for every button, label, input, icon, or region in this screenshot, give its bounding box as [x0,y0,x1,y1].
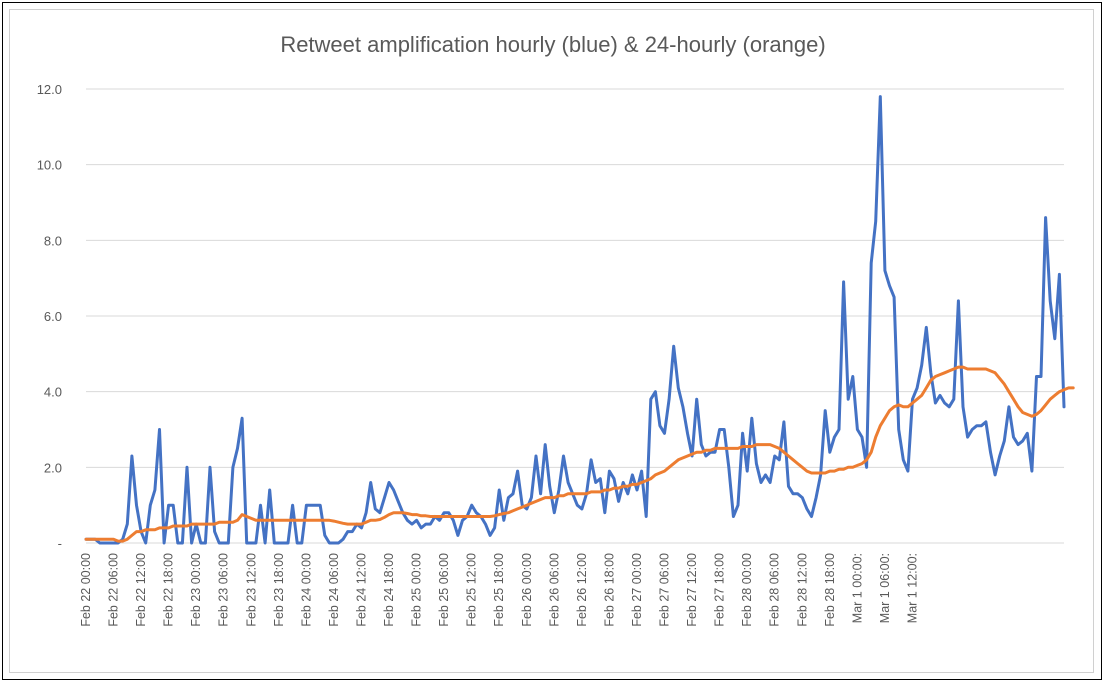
y-axis-ticks: - 2.0 4.0 6.0 8.0 10.0 12.0 [37,82,62,551]
series-lines [84,95,1075,545]
y-tick-label: 6.0 [44,309,62,324]
y-tick-label: 8.0 [44,233,62,248]
x-tick-label: Feb 22 00:00 [79,553,93,627]
x-tick-label: Mar 1 00:00: [850,553,864,623]
x-tick-label: Feb 25 12:00 [465,553,479,627]
x-tick-label: Feb 25 06:00 [437,553,451,627]
y-tick-label: 4.0 [44,385,62,400]
chart-title: Retweet amplification hourly (blue) & 24… [280,32,826,57]
x-axis-ticks: Feb 22 00:00 Feb 22 06:00 Feb 22 12:00 Feb … [79,553,919,627]
x-tick-label: Feb 27 18:00 [713,553,727,627]
x-tick-label: Feb 28 12:00 [795,553,809,627]
y-tick-label: 10.0 [37,158,62,173]
x-tick-label: Mar 1 06:00: [878,553,892,623]
gridlines [86,88,1064,544]
x-tick-label: Mar 1 12:00: [905,553,919,623]
hourly-series-line [84,95,1066,545]
x-tick-label: Feb 28 00:00 [740,553,754,627]
x-tick-label: Feb 28 06:00 [768,553,782,627]
x-tick-label: Feb 27 06:00 [658,553,672,627]
y-tick-label: 2.0 [44,460,62,475]
x-tick-label: Feb 22 06:00 [107,553,121,627]
x-tick-label: Feb 26 00:00 [520,553,534,627]
x-tick-label: Feb 22 18:00 [162,553,176,627]
y-tick-label: 12.0 [37,82,62,97]
x-tick-label: Feb 26 12:00 [575,553,589,627]
chart-area-border [9,9,1094,673]
x-tick-label: Feb 22 12:00 [134,553,148,627]
x-tick-label: Feb 27 00:00 [630,553,644,627]
x-tick-label: Feb 26 18:00 [602,553,616,627]
x-tick-label: Feb 26 06:00 [547,553,561,627]
x-tick-label: Feb 24 06:00 [327,553,341,627]
rolling-series-line [84,365,1075,543]
x-tick-label: Feb 24 12:00 [354,553,368,627]
x-tick-label: Feb 24 18:00 [382,553,396,627]
y-tick-label: - [58,536,62,551]
x-tick-label: Feb 27 12:00 [685,553,699,627]
x-tick-label: Feb 23 18:00 [272,553,286,627]
x-tick-label: Feb 25 00:00 [410,553,424,627]
x-tick-label: Feb 28 18:00 [823,553,837,627]
x-tick-label: Feb 24 00:00 [299,553,313,627]
x-tick-label: Feb 23 06:00 [217,553,231,627]
x-tick-label: Feb 23 12:00 [244,553,258,627]
x-tick-label: Feb 23 00:00 [189,553,203,627]
x-tick-label: Feb 25 18:00 [492,553,506,627]
